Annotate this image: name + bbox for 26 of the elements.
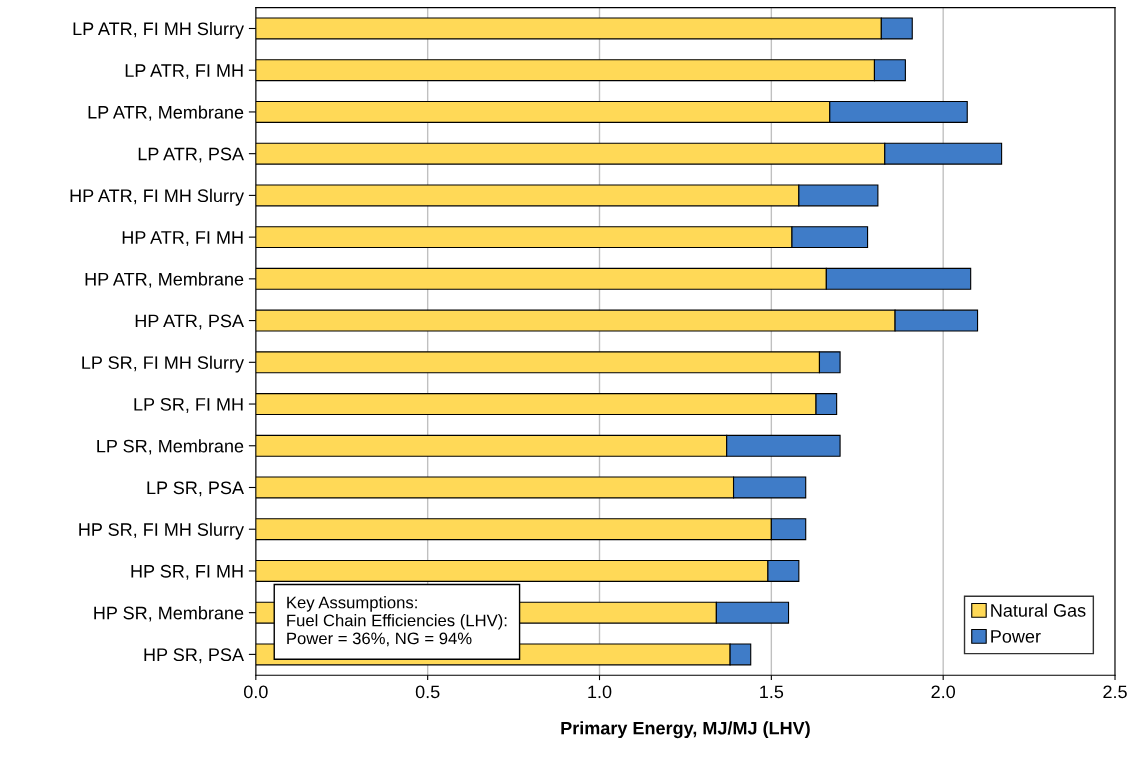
y-tick-label: LP SR, PSA: [147, 481, 244, 497]
y-tick-label: LP SR, FI MH: [134, 397, 243, 413]
y-tick-label: LP SR, Membrane: [97, 439, 244, 455]
x-tick-label: 2.5: [1103, 685, 1127, 699]
annotation: Key Assumptions: Fuel Chain Efficiencies (LHV): Power = 36%, NG = 94%: [287, 596, 507, 647]
y-tick-label: LP SR, FI MH Slurry: [82, 355, 244, 373]
y-tick-label: HP ATR, FI MH Slurry: [70, 188, 244, 206]
y-tick-label: HP SR, FI MH: [131, 564, 243, 580]
y-tick-label: LP ATR, FI MH Slurry: [73, 21, 244, 39]
x-tick-label: 0.0: [243, 685, 268, 699]
y-tick-label: HP SR, FI MH Slurry: [79, 522, 244, 540]
y-tick-label: HP ATR, Membrane: [85, 272, 244, 288]
y-tick-label: HP SR, Membrane: [94, 606, 244, 622]
y-tick-label: HP ATR, PSA: [135, 314, 244, 330]
y-tick-label: LP ATR, PSA: [138, 147, 244, 163]
x-tick-label: 1.5: [760, 685, 784, 699]
x-axis-title: Primary Energy, MJ/MJ (LHV): [561, 721, 810, 739]
legend-label: Natural Gas: [991, 603, 1086, 617]
y-tick-label: HP SR, PSA: [144, 648, 244, 664]
x-tick-label: 1.0: [588, 685, 612, 699]
y-tick-label: LP ATR, FI MH: [125, 64, 243, 80]
y-tick-label: LP ATR, Membrane: [88, 105, 244, 121]
x-tick-label: 2.0: [931, 685, 956, 699]
y-tick-label: HP ATR, FI MH: [122, 231, 243, 246]
legend-label: Power: [991, 630, 1041, 643]
x-tick-label: 0.5: [415, 685, 440, 699]
